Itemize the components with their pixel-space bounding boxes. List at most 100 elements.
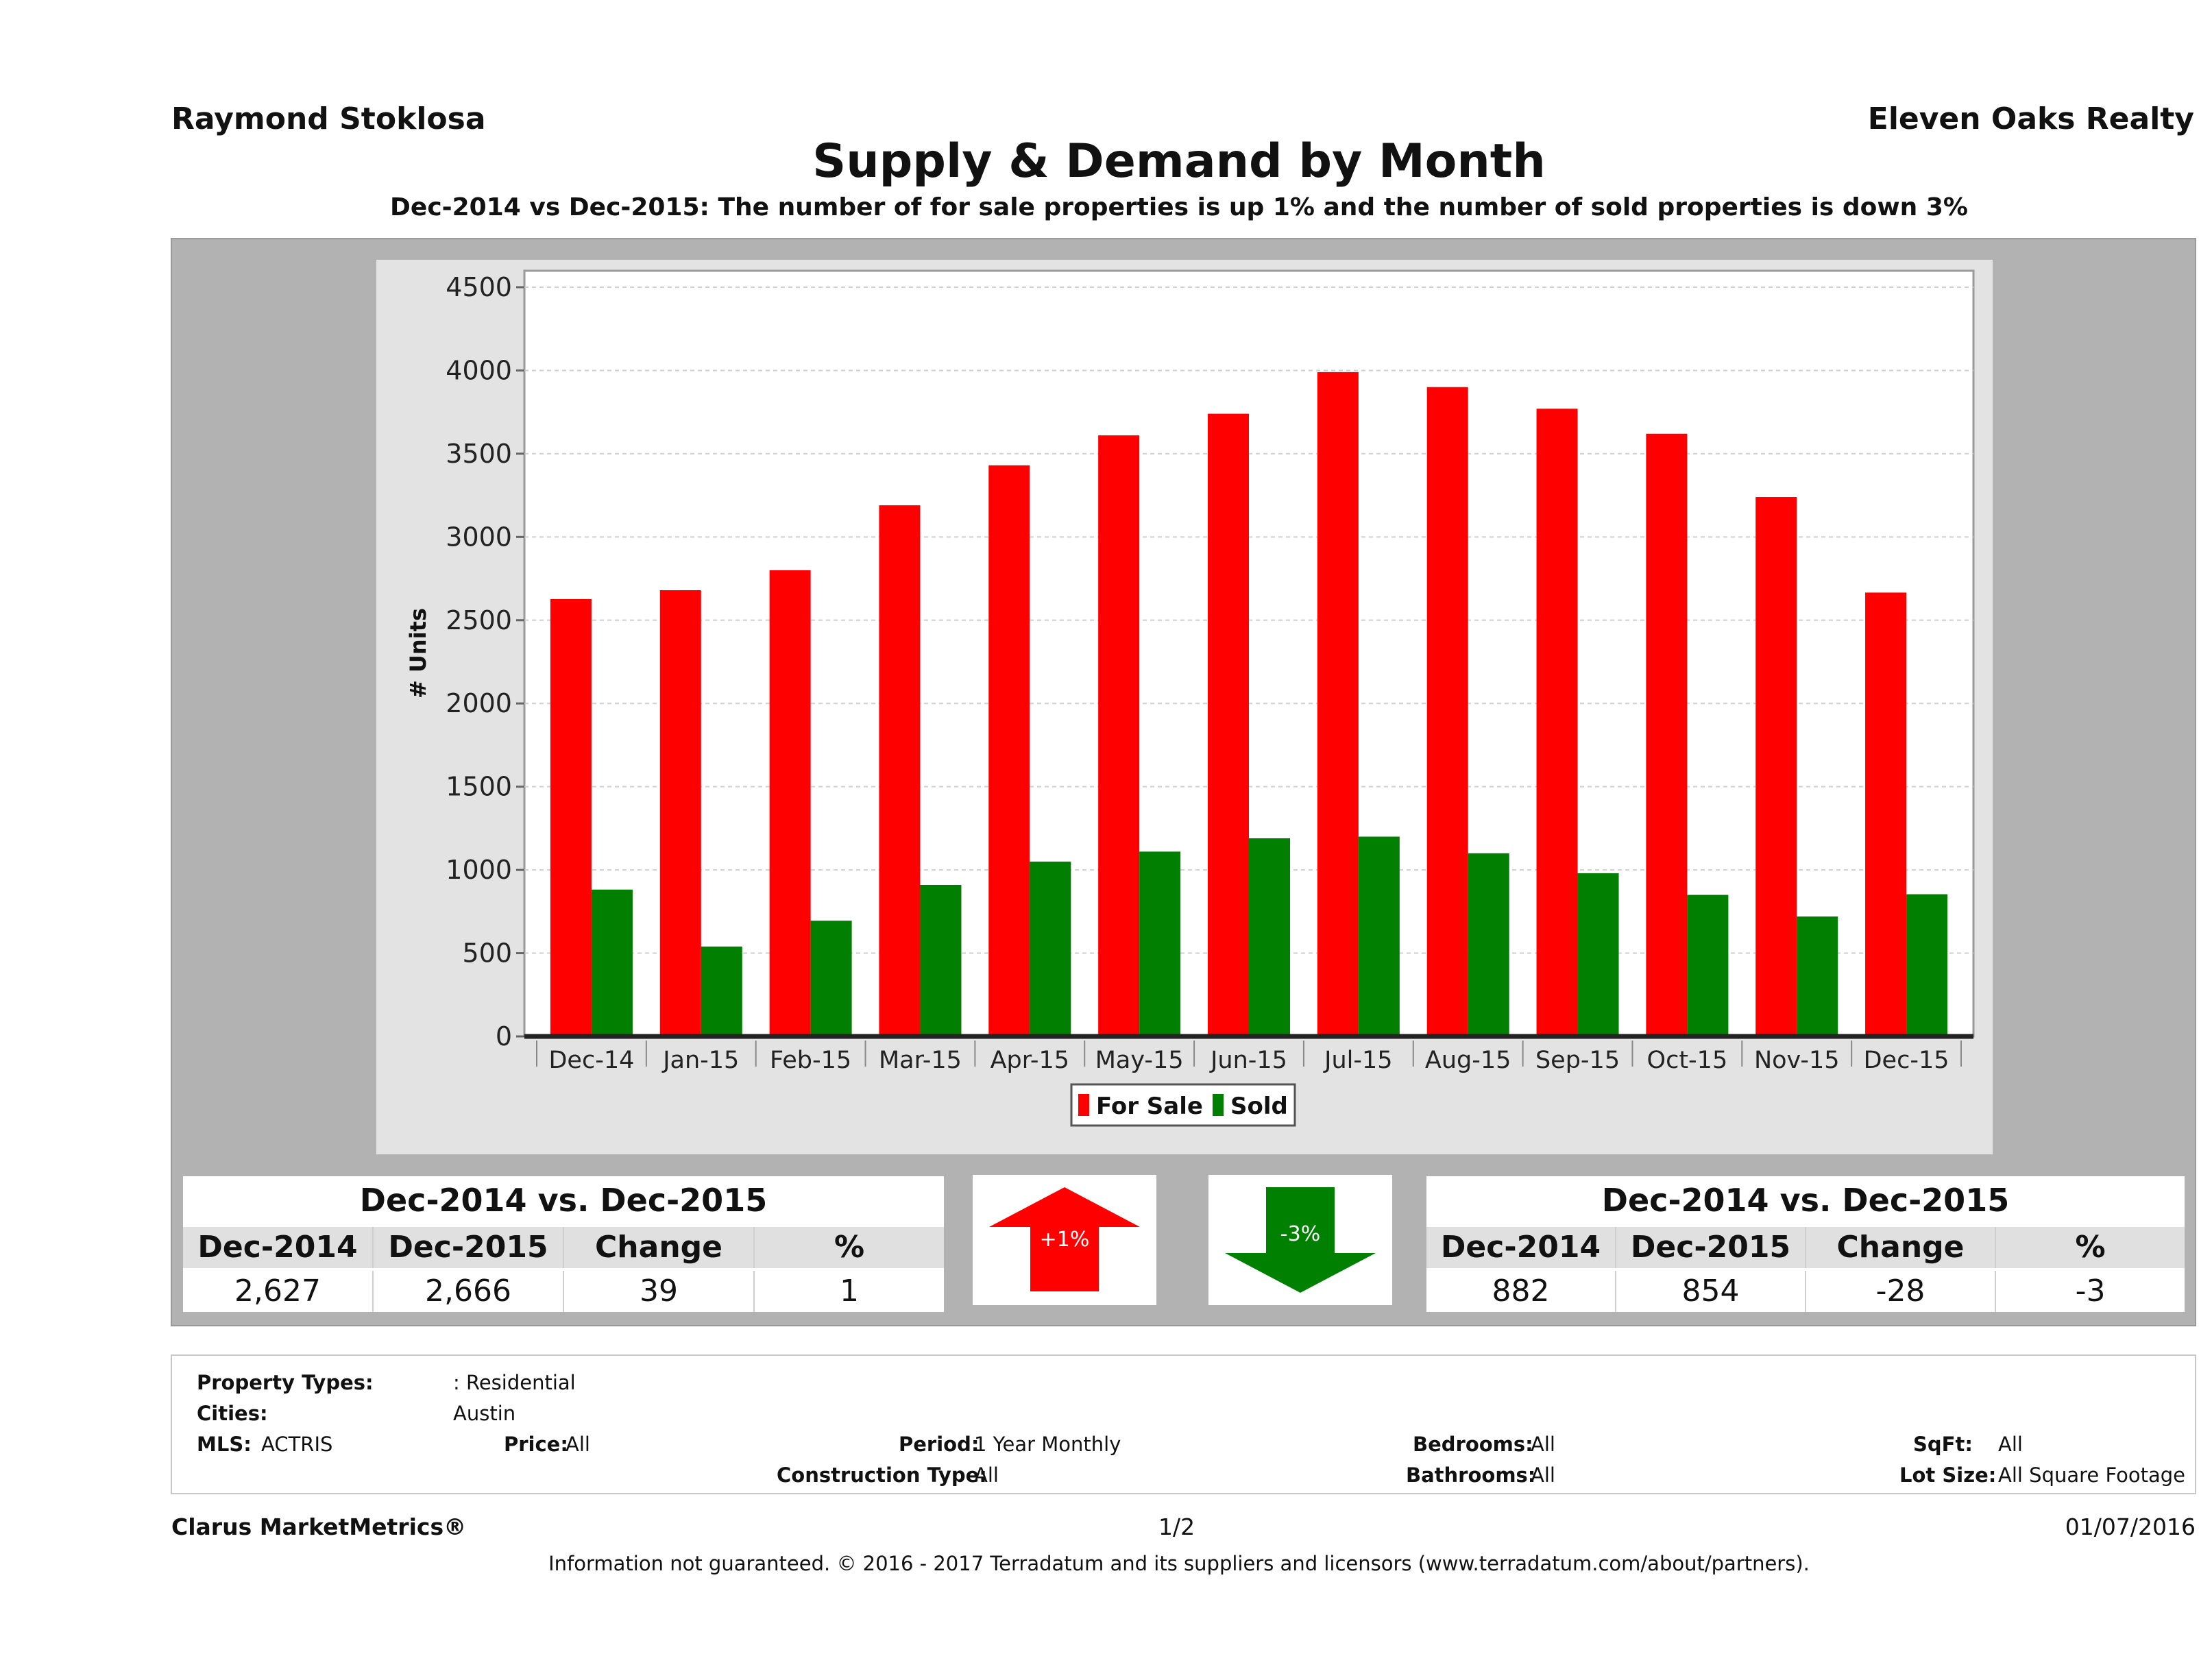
x-tick-label: Dec-14 [548,1047,634,1074]
cities-label: Cities: [197,1402,268,1425]
value-cell: -3 [2075,1274,2106,1309]
x-tick-label: May-15 [1095,1047,1184,1074]
for-sale-bar [1426,387,1468,1036]
chart-legend [1070,1083,1296,1127]
x-tick-label: Nov-15 [1754,1047,1840,1074]
cities-value: Austin [453,1402,516,1425]
bar-chart: 0 500 1000 1500 2000 2500 3000 3500 4000 4500 # Un… [405,269,1975,1127]
sqft-label: SqFt: [1913,1433,1973,1456]
footer-brand: Clarus MarketMetrics® [171,1513,467,1540]
header-cell: % [834,1230,865,1265]
value-cell: 39 [564,1271,755,1312]
legend-label-for-sale: For Sale [1096,1093,1203,1120]
disclaimer: Information not guaranteed. © 2016 - 201… [548,1552,1810,1575]
for-sale-bar [1098,435,1140,1036]
y-tick-label: 1500 [446,772,512,802]
x-tick-label: Feb-15 [770,1047,851,1074]
legend-swatch-sold [1213,1094,1224,1116]
header-cell: Change [564,1227,755,1268]
y-tick-label: 4000 [446,355,512,385]
x-tick-label: Aug-15 [1425,1047,1511,1074]
sold-bar [1030,861,1071,1036]
y-tick-label: 1000 [446,855,512,885]
value-cell: -28 [1806,1271,1996,1312]
sold-bar [701,946,742,1036]
bathrooms-label: Bathrooms: [1406,1463,1536,1487]
sold-bar [591,889,633,1036]
x-tick-label: Apr-15 [990,1047,1069,1074]
for-sale-summary-table: Dec-2014 vs. Dec-2015 Dec-2014 Dec-2015 … [183,1176,944,1312]
for-sale-bar [1536,409,1578,1036]
y-tick-label: 500 [462,938,512,969]
sold-bar [1906,894,1948,1036]
sold-bar [810,921,852,1036]
legend-label-sold: Sold [1230,1093,1288,1120]
for-sale-summary-title: Dec-2014 vs. Dec-2015 [359,1182,768,1219]
value-cell: 1 [840,1274,859,1309]
for-sale-bar [988,465,1030,1036]
y-axis-label: # Units [405,608,431,698]
for-sale-bar [1646,433,1688,1036]
for-sale-summary-header-row: Dec-2014 Dec-2015 Change % [183,1227,944,1268]
sold-summary-header-row: Dec-2014 Dec-2015 Change % [1426,1227,2185,1268]
for-sale-summary-value-row: 2,627 2,666 39 1 [183,1271,944,1312]
header-cell: Dec-2014 [183,1227,374,1268]
legend-swatch-for-sale [1078,1094,1089,1116]
sold-change-box: -3% [1208,1175,1392,1305]
for-sale-bar [659,590,701,1036]
sold-bar [1797,916,1838,1036]
for-sale-change-label: +1% [1040,1228,1090,1252]
sold-bar [1249,838,1290,1036]
sold-bar [1139,851,1181,1036]
header-cell: Change [1806,1227,1996,1268]
for-sale-bar [879,505,921,1036]
sold-bar [920,884,962,1036]
bathrooms-value: All [1531,1463,1555,1487]
value-cell: 882 [1426,1271,1616,1312]
property-types-value: : Residential [453,1371,576,1394]
company-name: Eleven Oaks Realty [1867,101,2194,136]
for-sale-bar [769,570,811,1036]
agent-name: Raymond Stoklosa [171,101,486,136]
value-cell: 2,666 [374,1271,564,1312]
sold-change-label: -3% [1280,1222,1320,1246]
y-tick-label: 2000 [446,688,512,718]
x-tick-label: Oct-15 [1647,1047,1728,1074]
for-sale-bar [550,598,592,1036]
sold-summary-value-row: 882 854 -28 -3 [1426,1271,2185,1312]
bedrooms-value: All [1531,1433,1555,1456]
y-tick-label: 2500 [446,605,512,635]
sold-bar [1577,873,1619,1036]
sold-summary-table: Dec-2014 vs. Dec-2015 Dec-2014 Dec-2015 … [1426,1176,2185,1312]
for-sale-bar [1208,413,1249,1036]
down-arrow-shape [1225,1187,1376,1293]
page-number: 1/2 [1158,1513,1195,1540]
property-types-label: Property Types: [197,1371,374,1394]
period-label: Period: [899,1433,980,1456]
chart-panel: 0 500 1000 1500 2000 2500 3000 3500 4000 4500 # Un… [376,260,1993,1154]
sold-summary-title: Dec-2014 vs. Dec-2015 [1601,1182,2010,1219]
x-tick-label: Mar-15 [879,1047,962,1074]
header-cell: % [2075,1230,2106,1265]
y-tick-label: 4500 [446,272,512,302]
header-cell: Dec-2015 [1616,1227,1806,1268]
sold-bar [1358,836,1400,1036]
report-date: 01/07/2016 [2065,1513,2196,1540]
price-value: All [566,1433,590,1456]
x-tick-label: Sep-15 [1535,1047,1620,1074]
value-cell: 854 [1616,1271,1806,1312]
x-tick-label: Dec-15 [1864,1047,1949,1074]
for-sale-bar [1865,592,1907,1036]
y-tick-label: 0 [496,1021,512,1051]
x-tick-label: Jun-15 [1209,1047,1287,1074]
up-arrow-shape [989,1187,1140,1291]
sqft-value: All [1998,1433,2023,1456]
mls-label: MLS: [197,1433,252,1456]
bedrooms-label: Bedrooms: [1413,1433,1533,1456]
sold-bar [1687,895,1729,1036]
header-cell: Dec-2014 [1426,1227,1616,1268]
sold-bar [1468,853,1509,1036]
for-sale-bar [1317,372,1359,1036]
header-cell: Dec-2015 [374,1227,564,1268]
for-sale-bar [1755,497,1797,1036]
